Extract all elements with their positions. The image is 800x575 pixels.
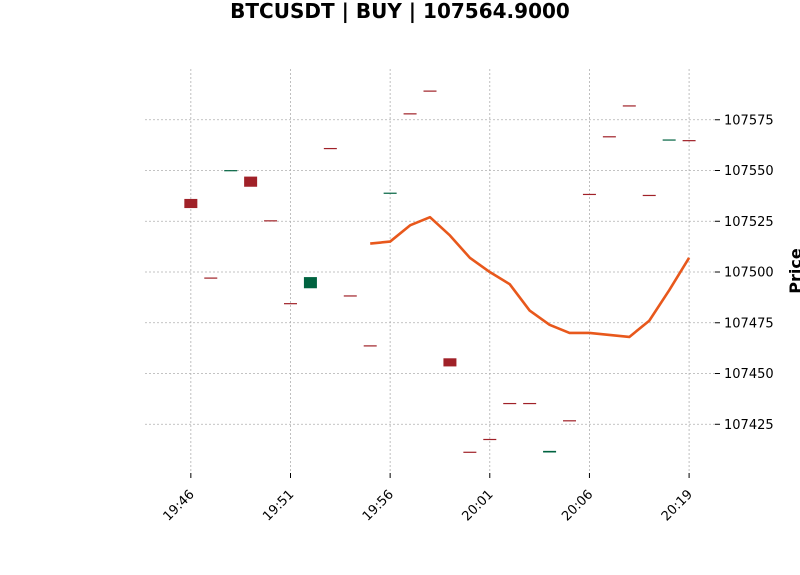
y-tick-label: 107575 [724, 113, 774, 128]
candle-up [224, 170, 238, 172]
grid-layer [145, 69, 715, 473]
candle-down [363, 345, 377, 347]
x-tick-label: 19:51 [260, 487, 297, 524]
candle-down [343, 295, 357, 297]
candle-down [323, 147, 337, 150]
candle-up [303, 277, 317, 289]
candle-down [283, 303, 297, 305]
y-tick-label: 107525 [724, 215, 774, 230]
line-layer [370, 215, 691, 339]
chart-title: BTCUSDT | BUY | 107564.9000 [230, 0, 570, 23]
y-tick-label: 107475 [724, 316, 774, 331]
y-tick-label: 107450 [724, 367, 774, 382]
candle-down [264, 220, 278, 222]
x-tick-label: 19:56 [360, 487, 397, 524]
candle-down [443, 358, 457, 367]
candle-down [523, 402, 537, 405]
x-tick-label: 20:06 [559, 487, 596, 524]
candle-down [682, 140, 696, 142]
candle-down [582, 193, 596, 196]
y-tick-label: 107550 [724, 164, 774, 179]
candle-layer [184, 90, 696, 453]
candle-down [602, 136, 616, 138]
x-tick-label: 19:46 [161, 487, 198, 524]
candle-down [204, 277, 218, 279]
candle-up [662, 139, 676, 141]
candle-down [483, 438, 497, 441]
candle-down [403, 113, 417, 115]
candle-down [563, 420, 577, 422]
candle-down [184, 198, 198, 209]
y-tick-label: 107425 [724, 418, 774, 433]
moving-average-line [370, 215, 691, 339]
axis-layer: 107425 107450 107475 107500 107525 107550 1075… [161, 113, 774, 524]
candle-down [622, 105, 636, 107]
candle-down [503, 402, 517, 405]
candle-up [543, 450, 557, 453]
x-tick-label: 20:19 [659, 487, 696, 524]
x-tick-label: 20:01 [460, 487, 497, 524]
candle-down [463, 451, 477, 453]
y-axis-label: Price [786, 248, 800, 294]
candle-down [244, 176, 258, 187]
y-tick-label: 107500 [724, 266, 774, 281]
candle-up [383, 192, 397, 194]
candle-down [642, 194, 656, 197]
candle-down [423, 90, 437, 92]
